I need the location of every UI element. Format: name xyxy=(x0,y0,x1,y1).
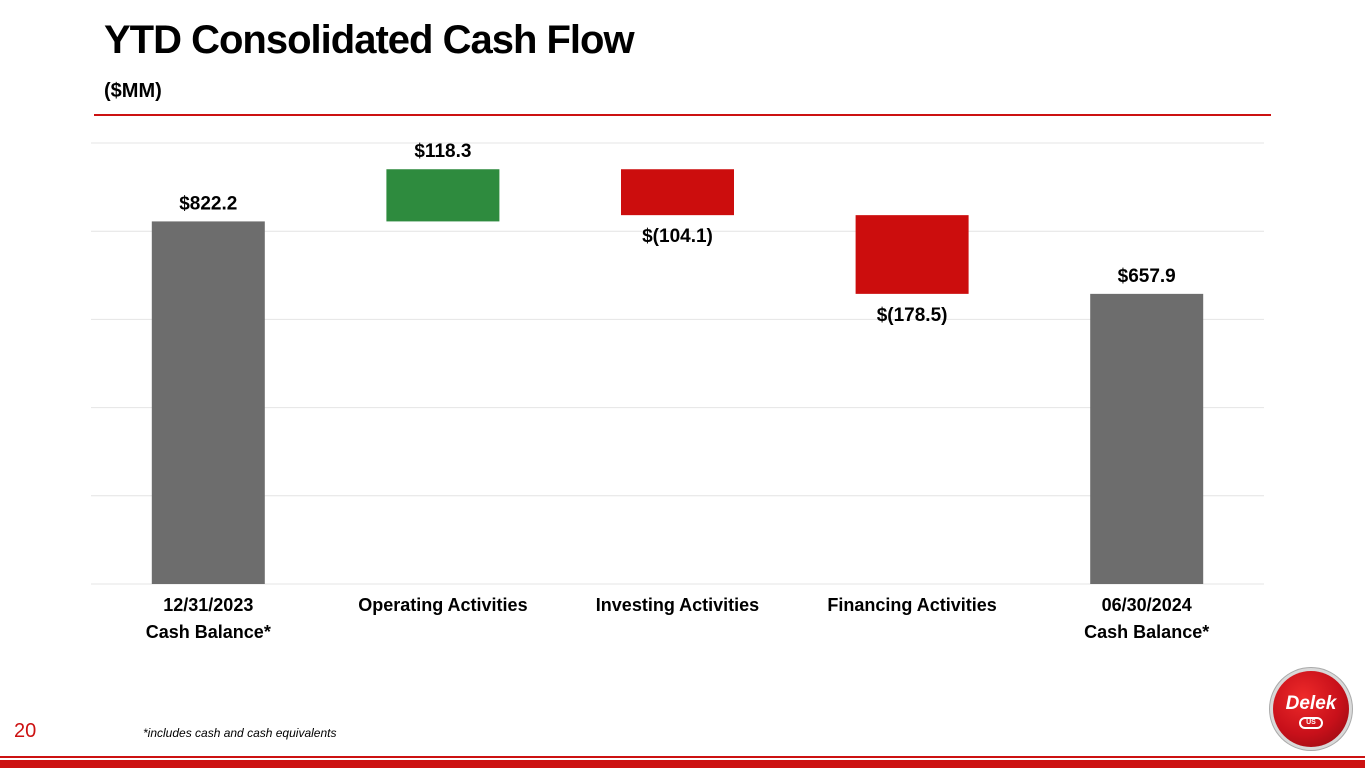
page-subtitle: ($MM) xyxy=(104,80,162,102)
logo-text: Delek xyxy=(1285,693,1337,714)
x-tick-label: Investing Activities xyxy=(595,595,760,615)
data-label: $657.9 xyxy=(1118,266,1176,287)
x-tick-label: 06/30/2024 Cash Balance* xyxy=(1084,595,1210,642)
data-labels: $822.2 $118.3 $(104.1) $(178.5) $657.9 xyxy=(179,141,1176,326)
x-tick-label: Operating Activities xyxy=(358,595,528,615)
bar-increase xyxy=(386,169,500,222)
bar-balance xyxy=(1090,293,1204,584)
bar-decrease xyxy=(621,169,734,216)
footnote: *includes cash and cash equivalents xyxy=(143,726,337,740)
delek-logo: Delek US xyxy=(1273,671,1349,747)
data-label: $822.2 xyxy=(179,193,237,214)
data-label: $(178.5) xyxy=(877,305,948,326)
data-label: $118.3 xyxy=(414,141,471,162)
x-tick-label: Financing Activities xyxy=(827,595,997,615)
footer-line-thick xyxy=(0,760,1365,768)
bars xyxy=(151,169,1204,585)
bar-decrease xyxy=(855,215,969,294)
title-divider xyxy=(94,114,1271,116)
page-title: YTD Consolidated Cash Flow xyxy=(104,18,635,62)
bar-balance xyxy=(151,221,265,585)
gridlines xyxy=(91,142,1264,585)
x-tick-label: 12/31/2023 Cash Balance* xyxy=(145,595,271,642)
logo-sub: US xyxy=(1299,717,1323,729)
data-label: $(104.1) xyxy=(642,226,713,247)
footer-line-thin xyxy=(0,756,1365,758)
waterfall-chart: $822.2 $118.3 $(104.1) $(178.5) $657.9 xyxy=(91,141,1264,585)
page-number: 20 xyxy=(14,720,37,742)
